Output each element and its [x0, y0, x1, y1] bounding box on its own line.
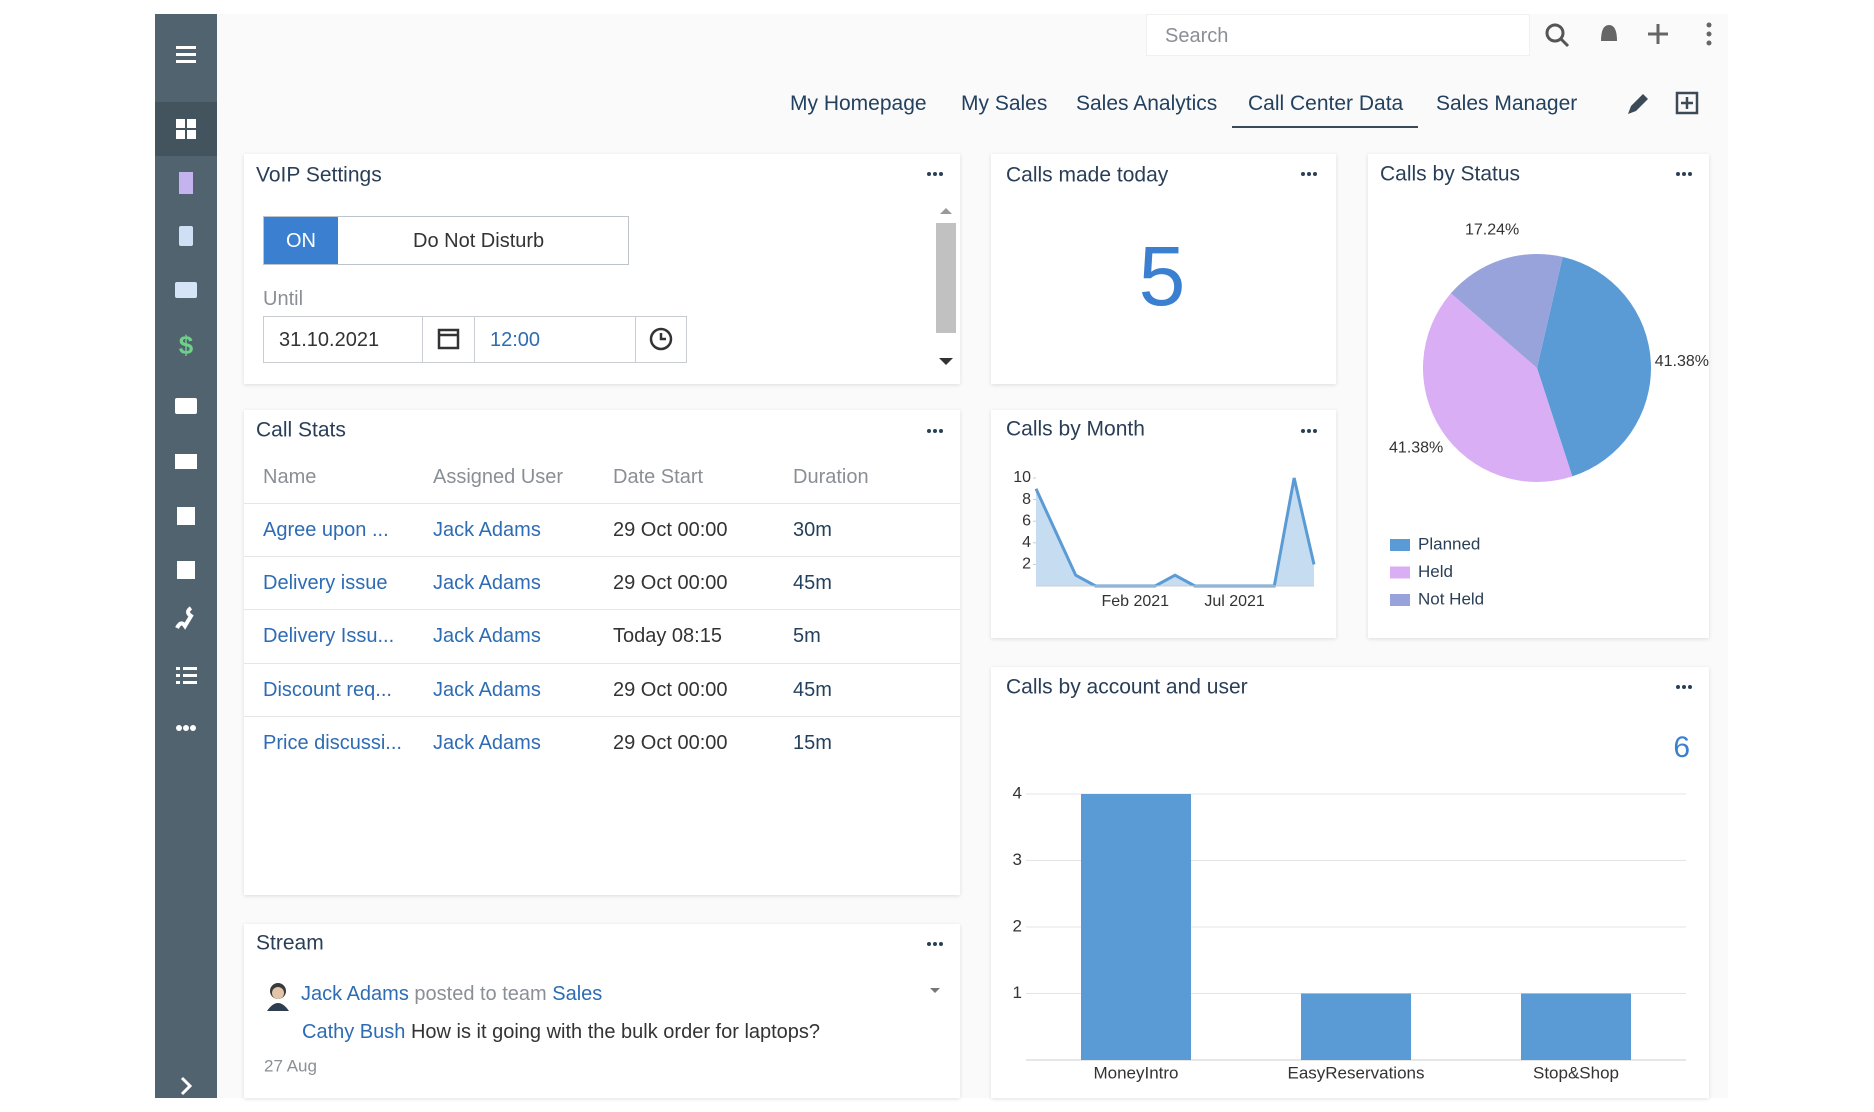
stream-panel: [244, 924, 960, 1098]
tab[interactable]: My Sales: [961, 92, 1048, 115]
email-icon[interactable]: [175, 454, 197, 469]
cell: 30m: [793, 519, 832, 541]
cell: 29 Oct 00:00: [613, 678, 728, 701]
cell: 15m: [793, 731, 832, 754]
calendar-glyph: [437, 328, 460, 350]
panel-title: Calls made today: [1006, 163, 1169, 187]
contacts-icon[interactable]: [179, 226, 193, 246]
cell: 45m: [793, 678, 832, 701]
active-tab-underline: [1232, 126, 1418, 128]
column-header: Date Start: [613, 466, 704, 488]
tab[interactable]: My Homepage: [790, 92, 927, 115]
cell: 45m: [793, 572, 832, 595]
scrollbar[interactable]: [935, 198, 957, 378]
tab[interactable]: Sales Analytics: [1076, 92, 1218, 115]
row-separator: [244, 715, 960, 717]
dnd-toggle[interactable]: ON Do Not Disturb: [263, 216, 629, 265]
calls-by-month-panel: [991, 410, 1336, 638]
cell: Jack Adams: [433, 625, 541, 648]
row-separator: [244, 503, 960, 504]
calls-icon[interactable]: [175, 606, 194, 630]
sidebar: $: [155, 14, 217, 1098]
on-button[interactable]: ON: [264, 217, 338, 264]
cell: Delivery issue: [263, 572, 388, 595]
tab-tools: [1628, 91, 1699, 115]
menu-dots-icon[interactable]: [1706, 22, 1712, 46]
mention[interactable]: Cathy Bush: [302, 1021, 406, 1043]
clock-glyph: [649, 327, 673, 351]
search-box[interactable]: Search: [1146, 14, 1530, 56]
menu-icon[interactable]: [176, 46, 196, 63]
cell: Today 08:15: [613, 625, 722, 648]
cell: Jack Adams: [433, 731, 541, 754]
calendar-button[interactable]: [422, 316, 475, 363]
leads-icon[interactable]: [175, 282, 197, 298]
time-input[interactable]: 12:00: [474, 316, 636, 363]
avatar: [267, 983, 289, 1011]
cell: Jack Adams: [433, 572, 541, 595]
panel-title: VoIP Settings: [256, 163, 382, 187]
tab[interactable]: Sales Manager: [1436, 92, 1578, 115]
panel-title: Call Stats: [256, 418, 346, 442]
column-header: Name: [263, 466, 317, 488]
edit-icon[interactable]: [1628, 94, 1648, 114]
row-separator: [244, 556, 960, 558]
accounts-icon[interactable]: [179, 172, 193, 194]
tab-active[interactable]: Call Center Data: [1248, 92, 1404, 115]
search-icon[interactable]: [1545, 23, 1570, 48]
calls-by-status-panel: [1368, 154, 1709, 638]
cell: 29 Oct 00:00: [613, 572, 728, 595]
calls-today-value: 5: [1138, 229, 1186, 323]
message: How is it going with the bulk order for …: [410, 1021, 821, 1043]
row-separator: [244, 609, 960, 611]
meetings-icon[interactable]: [177, 561, 195, 579]
column-header: Assigned User: [433, 466, 564, 488]
add-dashlet-icon[interactable]: [1675, 91, 1699, 115]
sidebar-icons: $: [175, 46, 197, 1096]
panel-title: Stream: [256, 931, 324, 955]
cell: Agree upon ...: [263, 519, 389, 541]
top-icons: [1545, 22, 1712, 48]
create-icon[interactable]: [1648, 24, 1668, 44]
author[interactable]: Jack Adams: [301, 983, 409, 1005]
cell: Discount req...: [263, 678, 392, 701]
cases-icon[interactable]: [175, 398, 197, 414]
expand-icon[interactable]: [180, 1076, 193, 1096]
row-separator: [244, 662, 960, 664]
cell: 29 Oct 00:00: [613, 731, 728, 754]
calls-by-account-panel: [991, 667, 1709, 1098]
search-placeholder: Search: [1165, 25, 1229, 47]
opportunities-icon[interactable]: $: [179, 330, 194, 360]
active-item: [155, 102, 217, 156]
tasks-icon[interactable]: [176, 667, 197, 684]
stream-header: Jack Adams posted to team Sales: [301, 984, 602, 1004]
on-label: ON: [286, 230, 316, 252]
cell: 5m: [793, 625, 821, 648]
calendar-icon[interactable]: [177, 507, 195, 525]
clock-button[interactable]: [635, 316, 687, 363]
date-input[interactable]: 31.10.2021: [263, 316, 423, 363]
cell: Price discussi...: [263, 731, 402, 754]
notifications-icon[interactable]: [1601, 25, 1617, 41]
cell: Jack Adams: [433, 519, 541, 541]
until-label: Until: [263, 288, 304, 310]
team[interactable]: Sales: [552, 983, 603, 1005]
dnd-label: Do Not Disturb: [413, 230, 545, 252]
stream-message: Cathy Bush How is it going with the bulk…: [302, 1022, 820, 1042]
column-header: Duration: [793, 466, 869, 488]
stream-caret[interactable]: [928, 986, 942, 996]
calls-today-panel: [991, 154, 1336, 384]
stream-date: 27 Aug: [264, 1056, 317, 1076]
call-stats-panel: [244, 410, 960, 895]
time-value: 12:00: [490, 329, 541, 351]
more-icon[interactable]: [176, 725, 196, 731]
action: posted to team: [414, 983, 547, 1005]
cell: 29 Oct 00:00: [613, 519, 728, 541]
cell: Delivery Issu...: [263, 625, 395, 648]
date-value: 31.10.2021: [279, 329, 380, 351]
dashboard-icon[interactable]: [176, 119, 196, 139]
cell: Jack Adams: [433, 678, 541, 701]
